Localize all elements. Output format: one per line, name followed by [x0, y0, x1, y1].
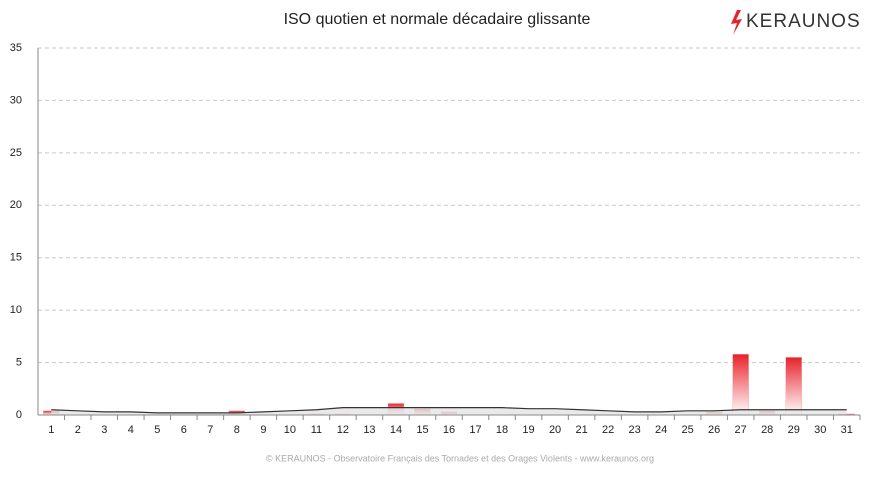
- y-tick-label: 35: [10, 42, 22, 54]
- x-tick-label: 24: [655, 424, 667, 436]
- y-tick-label: 15: [10, 252, 22, 264]
- footer: © KERAUNOS - Observatoire Français des T…: [266, 453, 654, 463]
- x-tick-label: 28: [761, 424, 773, 436]
- y-tick-label: 5: [16, 356, 22, 368]
- x-tick-label: 16: [443, 424, 455, 436]
- x-tick-label: 23: [628, 424, 640, 436]
- x-tick-label: 30: [814, 424, 826, 436]
- normal-line: [51, 407, 847, 414]
- x-tick-label: 1: [48, 424, 54, 436]
- x-tick-label: 29: [788, 424, 800, 436]
- x-tick-label: 17: [469, 424, 481, 436]
- x-tick-label: 21: [575, 424, 587, 436]
- y-tick-label: 0: [16, 409, 22, 421]
- x-tick-label: 5: [154, 424, 160, 436]
- x-tick-label: 15: [416, 424, 428, 436]
- x-tick-label: 13: [363, 424, 375, 436]
- x-tick-label: 10: [284, 424, 296, 436]
- x-tick-label: 19: [522, 424, 534, 436]
- x-tick-label: 6: [181, 424, 187, 436]
- x-tick-label: 11: [311, 424, 322, 436]
- logo-icon: [731, 10, 742, 35]
- x-tick-label: 20: [549, 424, 561, 436]
- x-tick-label: 12: [337, 424, 349, 436]
- chart-title: ISO quotien et normale décadaire glissan…: [284, 11, 591, 28]
- x-tick-label: 22: [602, 424, 614, 436]
- y-tick-label: 20: [10, 199, 22, 211]
- bar: [732, 353, 749, 416]
- x-tick-label: 25: [682, 424, 694, 436]
- x-tick-label: 27: [735, 424, 747, 436]
- y-tick-label: 25: [10, 147, 22, 159]
- y-tick-label: 30: [10, 94, 22, 106]
- x-tick-label: 14: [390, 424, 402, 436]
- x-tick-label: 31: [841, 424, 853, 436]
- x-tick-label: 18: [496, 424, 508, 436]
- bar: [785, 357, 802, 416]
- x-tick-label: 7: [207, 424, 213, 436]
- x-tick-label: 8: [234, 424, 240, 436]
- x-tick-label: 26: [708, 424, 720, 436]
- x-tick-label: 4: [128, 424, 134, 436]
- y-tick-label: 10: [10, 304, 22, 316]
- x-tick-label: 2: [75, 424, 81, 436]
- logo: KERAUNOS: [746, 11, 861, 32]
- x-tick-label: 3: [101, 424, 107, 436]
- normal-area: [51, 407, 847, 415]
- x-tick-label: 9: [260, 424, 266, 436]
